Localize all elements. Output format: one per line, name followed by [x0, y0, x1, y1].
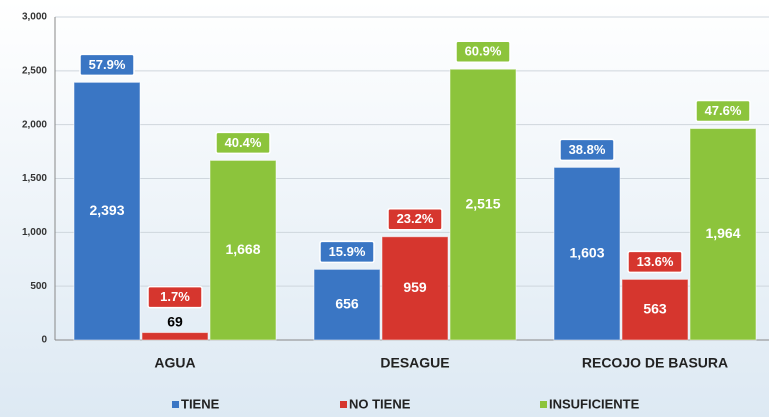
x-tick-label: RECOJO DE BASURA [582, 355, 728, 371]
y-tick-label: 0 [41, 335, 47, 346]
value-label: 959 [403, 279, 427, 295]
bar [449, 68, 517, 341]
percent-label: 13.6% [637, 254, 674, 269]
x-tick-label: DESAGUE [380, 355, 449, 371]
percent-label: 23.2% [397, 211, 434, 226]
value-label: 2,515 [465, 195, 500, 211]
legend-swatch [540, 401, 547, 408]
bar [73, 81, 141, 341]
percent-box [455, 40, 511, 63]
bar [313, 268, 381, 341]
percent-label: 47.6% [705, 103, 742, 118]
percent-label: 40.4% [225, 135, 262, 150]
y-tick-label: 2,500 [22, 65, 47, 76]
bar [553, 166, 621, 341]
percent-box [559, 138, 615, 162]
percent-box [319, 240, 375, 264]
y-tick-label: 500 [30, 281, 47, 292]
y-tick-label: 3,000 [22, 12, 47, 23]
bar [689, 128, 757, 341]
bar [209, 159, 277, 341]
x-tick-label: AGUA [154, 355, 195, 371]
bar [621, 278, 689, 341]
value-label: 1,668 [225, 241, 260, 257]
percent-box [627, 250, 683, 274]
y-tick-label: 2,000 [22, 119, 47, 130]
percent-label: 1.7% [160, 289, 190, 304]
percent-box [147, 285, 203, 309]
percent-box [79, 53, 135, 77]
percent-box [387, 207, 443, 231]
percent-label: 60.9% [465, 44, 502, 59]
legend-label: INSUFICIENTE [549, 396, 640, 411]
percent-label: 15.9% [329, 244, 366, 259]
value-label: 563 [643, 300, 667, 316]
percent-box [695, 99, 751, 123]
percent-box [215, 131, 271, 155]
value-label: 1,964 [705, 225, 740, 241]
bar [381, 236, 449, 341]
y-tick-label: 1,000 [22, 227, 47, 238]
value-label: 69 [167, 313, 183, 329]
percent-label: 38.8% [569, 142, 606, 157]
bar [141, 332, 209, 341]
y-tick-label: 1,500 [22, 173, 47, 184]
value-label: 1,603 [569, 244, 604, 260]
legend-label: NO TIENE [349, 396, 411, 411]
value-label: 2,393 [89, 202, 124, 218]
legend-label: TIENE [181, 396, 220, 411]
legend-swatch [340, 401, 347, 408]
legend-swatch [172, 401, 179, 408]
percent-label: 57.9% [89, 57, 126, 72]
value-label: 656 [335, 295, 359, 311]
